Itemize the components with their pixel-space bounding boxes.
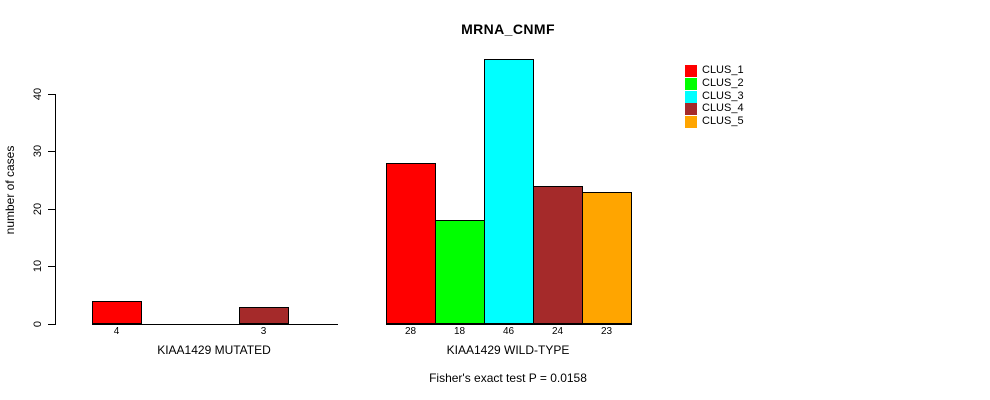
y-tick-mark xyxy=(48,208,55,210)
legend-swatch-clus_1 xyxy=(685,65,697,77)
x-group-label-wild-type: KIAA1429 WILD-TYPE xyxy=(446,343,570,357)
y-tick-mark xyxy=(48,93,55,95)
bar-clus_3 xyxy=(484,59,534,324)
bar-clus_5 xyxy=(582,192,632,324)
legend-swatch-clus_4 xyxy=(685,103,697,116)
y-tick-mark xyxy=(48,151,55,153)
bar-clus_4 xyxy=(533,186,583,324)
y-tick-label: 10 xyxy=(32,260,44,273)
legend-label: CLUS_1 xyxy=(702,64,744,76)
legend-label: CLUS_5 xyxy=(702,115,744,128)
bar-value-label: 46 xyxy=(502,326,515,337)
bar-value-label: 3 xyxy=(260,326,267,337)
y-tick-label: 40 xyxy=(32,87,44,100)
x-group-label-mutated: KIAA1429 MUTATED xyxy=(157,343,271,357)
bar-clus_1 xyxy=(386,163,436,324)
legend-swatch-clus_3 xyxy=(685,90,697,103)
bar-value-label: 24 xyxy=(551,326,564,337)
chart-title: MRNA_CNMF xyxy=(461,21,555,37)
legend-swatch-clus_2 xyxy=(685,77,697,90)
legend-swatch-clus_5 xyxy=(685,116,697,129)
y-tick-mark xyxy=(48,266,55,268)
group-baseline xyxy=(92,324,338,325)
y-axis-line xyxy=(55,93,56,325)
bar-value-label: 18 xyxy=(453,326,466,337)
y-tick-mark xyxy=(48,324,55,325)
bar-clus_1 xyxy=(92,301,142,324)
legend-label: CLUS_3 xyxy=(702,89,744,102)
fisher-test-annotation: Fisher's exact test P = 0.0158 xyxy=(429,371,587,385)
bar-value-label: 4 xyxy=(113,326,120,337)
legend-label: CLUS_2 xyxy=(702,76,744,89)
y-tick-label: 0 xyxy=(32,320,44,328)
y-tick-label: 30 xyxy=(32,145,44,158)
bar-value-label: 23 xyxy=(600,326,613,337)
group-baseline xyxy=(386,324,632,325)
y-tick-label: 20 xyxy=(32,202,44,215)
bar-clus_2 xyxy=(435,220,485,324)
bar-value-label: 28 xyxy=(404,326,417,337)
bar-clus_4 xyxy=(239,307,289,324)
legend-label: CLUS_4 xyxy=(702,102,744,115)
y-axis-title: number of cases xyxy=(3,145,17,235)
